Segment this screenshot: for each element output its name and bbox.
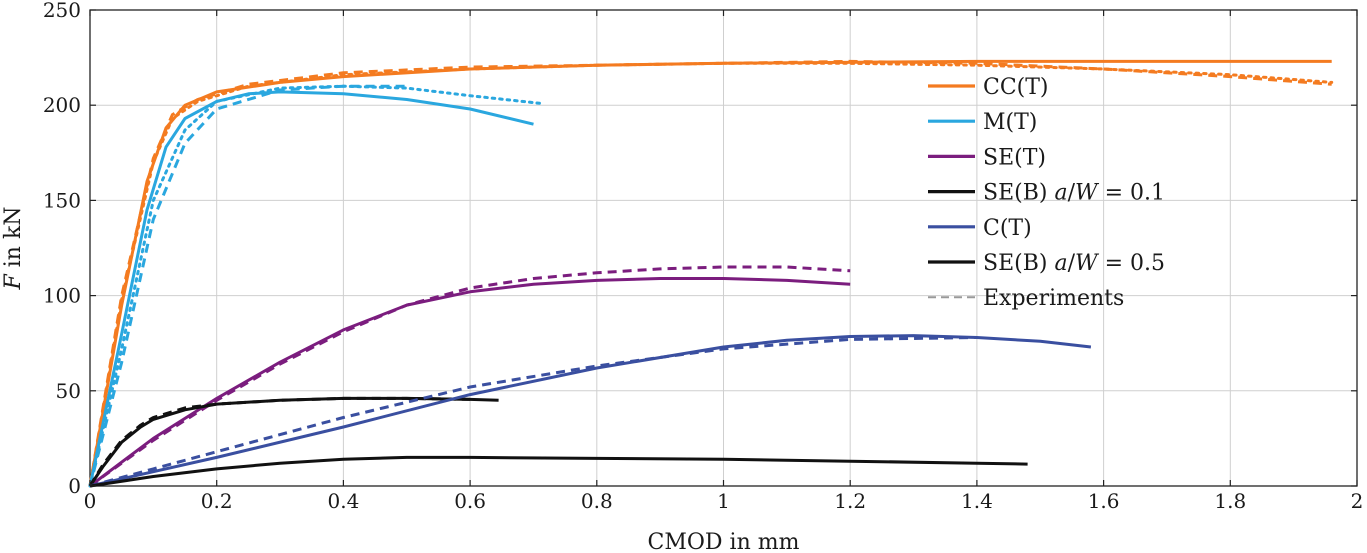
x-tick-label: 2 [1351, 489, 1364, 513]
text-part: a [1054, 181, 1067, 206]
y-tick-label: 250 [43, 0, 81, 22]
legend-label: M(T) [983, 110, 1037, 135]
text-part: C(T) [983, 216, 1032, 241]
legend-item-se-b-a-w-0-5: SE(B) a/W = 0.5 [928, 251, 1165, 276]
legend-item-se-b-a-w-0-1: SE(B) a/W = 0.1 [928, 181, 1165, 206]
text-part: W [1075, 181, 1100, 206]
series-line-m-t-experiment [88, 84, 542, 488]
legend-item-c-t: C(T) [928, 216, 1032, 241]
x-tick-label: 1.8 [1214, 489, 1246, 513]
series-line-se-b-a-w-0-5-simulation [89, 455, 1028, 488]
legend-label: Experiments [983, 286, 1124, 311]
x-tick-label: 0.2 [201, 489, 233, 513]
y-tick-label: 50 [56, 379, 81, 403]
legend-label: SE(B) a/W = 0.5 [983, 251, 1165, 276]
legend-label: SE(T) [983, 145, 1046, 170]
y-tick-label: 100 [43, 284, 81, 308]
text-part: M(T) [983, 110, 1037, 135]
legend-item-experiments: Experiments [928, 286, 1124, 311]
x-tick-label: 1 [717, 489, 730, 513]
y-tick-label: 150 [43, 188, 81, 212]
text-part: CC(T) [983, 75, 1049, 100]
series-line-se-t-simulation [89, 277, 851, 488]
series-line-c-t-experiment [89, 336, 977, 488]
series-line-m-t-experiment [88, 84, 407, 487]
x-tick-label: 0.4 [327, 489, 359, 513]
legend: CC(T)M(T)SE(T)SE(B) a/W = 0.1C(T)SE(B) a… [928, 75, 1165, 311]
x-tick-label: 1.2 [834, 489, 866, 513]
text-part: = 0.5 [1098, 251, 1165, 276]
text-part: a [1054, 251, 1067, 276]
legend-item-se-t: SE(T) [928, 145, 1046, 170]
text-part: SE(T) [983, 145, 1046, 170]
text-part: in kN [1, 206, 26, 274]
y-axis-label: F in kN [1, 206, 26, 290]
y-tick-label: 0 [68, 474, 81, 498]
x-tick-label: 1.4 [961, 489, 993, 513]
legend-item-m-t: M(T) [928, 110, 1037, 135]
x-axis-label: CMOD in mm [648, 530, 800, 553]
axis-ticks: 0 0.2 0.4 0.6 0.8 1 1.2 1.4 1.6 1.8 2 0 50 100 150 200 2… [43, 0, 1364, 513]
x-tick-label: 0 [84, 489, 97, 513]
x-tick-label: 0.8 [581, 489, 613, 513]
legend-label: C(T) [983, 216, 1032, 241]
legend-item-cc-t: CC(T) [928, 75, 1049, 100]
text-part: F [1, 274, 26, 291]
text-part: Experiments [983, 286, 1124, 311]
text-part: / [1068, 251, 1076, 276]
legend-label: SE(B) a/W = 0.1 [983, 181, 1165, 206]
x-tick-label: 0.6 [454, 489, 486, 513]
legend-label: CC(T) [983, 75, 1049, 100]
series-line-se-t-experiment [89, 265, 851, 488]
x-tick-label: 1.6 [1088, 489, 1120, 513]
series-line-cc-t-experiment [88, 61, 1334, 488]
text-part: = 0.1 [1098, 181, 1165, 206]
y-tick-label: 200 [43, 93, 81, 117]
text-part: / [1068, 181, 1076, 206]
text-part: W [1075, 251, 1100, 276]
text-part: SE(B) [983, 181, 1054, 206]
text-part: SE(B) [983, 251, 1054, 276]
series-line-c-t-simulation [89, 334, 1092, 488]
grid [90, 10, 1357, 486]
series-line-se-b-a-w-0-1-experiment [88, 396, 471, 487]
series-layer [88, 59, 1334, 488]
